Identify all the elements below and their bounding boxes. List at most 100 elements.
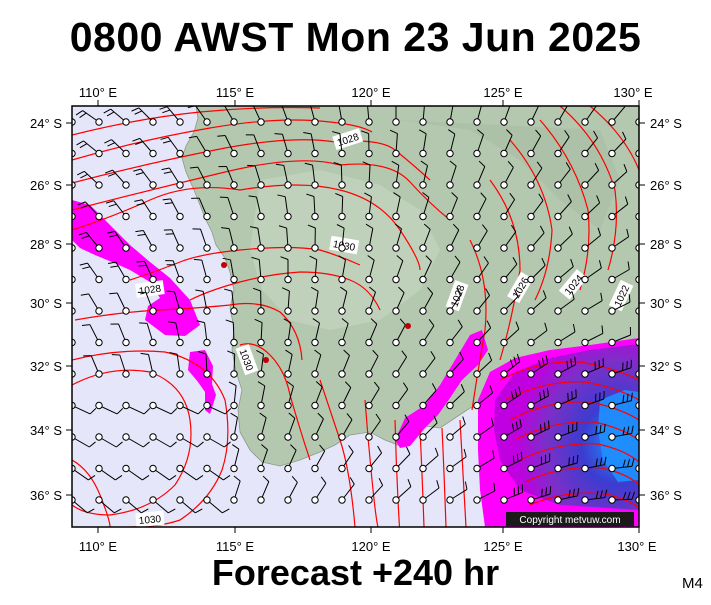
wind-station xyxy=(582,213,588,219)
wind-station xyxy=(339,339,345,345)
wind-barb-feather xyxy=(167,291,175,292)
wind-station xyxy=(258,434,264,440)
wind-station xyxy=(609,308,615,314)
wind-station xyxy=(339,402,345,408)
wind-station xyxy=(366,245,372,251)
wind-station xyxy=(258,308,264,314)
wind-barb-staff xyxy=(61,326,72,343)
wind-station xyxy=(366,339,372,345)
wind-station xyxy=(204,465,210,471)
wind-station xyxy=(96,402,102,408)
wind-station xyxy=(177,339,183,345)
wind-station xyxy=(555,150,561,156)
wind-station xyxy=(123,276,129,282)
wind-station xyxy=(258,245,264,251)
wind-station xyxy=(285,276,291,282)
wind-station xyxy=(177,371,183,377)
wind-station xyxy=(582,434,588,440)
wind-barb-feather xyxy=(657,263,658,271)
wind-station xyxy=(609,402,615,408)
wind-station xyxy=(123,402,129,408)
wind-barb-staff xyxy=(63,356,72,374)
wind-station xyxy=(528,276,534,282)
wind-barb-feather xyxy=(138,265,146,266)
wind-barb-feather xyxy=(592,99,597,106)
wind-station xyxy=(555,497,561,503)
wind-barb-feather xyxy=(55,356,63,357)
wind-station xyxy=(555,339,561,345)
wind-station xyxy=(177,402,183,408)
wind-barb-feather xyxy=(651,133,654,141)
wind-station xyxy=(339,245,345,251)
wind-station xyxy=(204,150,210,156)
wind-station xyxy=(609,497,615,503)
latitude-axis-left: 24° S 26° S 28° S 30° S 32° S 34° S 36° … xyxy=(30,116,62,503)
wind-station xyxy=(150,434,156,440)
wind-station xyxy=(582,245,588,251)
wind-station xyxy=(177,213,183,219)
wind-station xyxy=(528,434,534,440)
wind-station xyxy=(312,371,318,377)
wind-station xyxy=(231,465,237,471)
wind-station xyxy=(582,182,588,188)
wind-station xyxy=(123,245,129,251)
wind-station xyxy=(420,402,426,408)
wind-station xyxy=(393,497,399,503)
wind-station xyxy=(285,339,291,345)
wind-station xyxy=(555,276,561,282)
wind-station xyxy=(177,119,183,125)
wind-station xyxy=(447,497,453,503)
wind-station xyxy=(582,308,588,314)
wind-station xyxy=(339,182,345,188)
wind-station xyxy=(204,434,210,440)
city-marker xyxy=(221,262,227,268)
lat-label: 30° S xyxy=(30,296,62,311)
wind-barb-feather xyxy=(573,456,574,464)
wind-barb-feather xyxy=(658,329,659,337)
wind-station xyxy=(204,182,210,188)
wind-barb-feather xyxy=(49,142,56,147)
lat-label: 36° S xyxy=(650,488,682,503)
wind-station xyxy=(258,497,264,503)
wind-station xyxy=(447,434,453,440)
wind-station xyxy=(474,308,480,314)
wind-station xyxy=(231,245,237,251)
wind-station xyxy=(231,497,237,503)
lat-label: 26° S xyxy=(30,178,62,193)
wind-station xyxy=(150,339,156,345)
wind-station xyxy=(555,213,561,219)
wind-station xyxy=(420,497,426,503)
wind-station xyxy=(501,371,507,377)
wind-station xyxy=(393,371,399,377)
wind-station xyxy=(123,150,129,156)
wind-station xyxy=(420,213,426,219)
wind-station xyxy=(96,245,102,251)
wind-station xyxy=(123,465,129,471)
wind-station xyxy=(393,308,399,314)
wind-barb-feather xyxy=(447,98,454,102)
wind-station xyxy=(474,119,480,125)
wind-station xyxy=(312,465,318,471)
wind-station xyxy=(420,434,426,440)
wind-station xyxy=(96,434,102,440)
wind-station xyxy=(312,402,318,408)
wind-station xyxy=(123,497,129,503)
wind-station xyxy=(96,308,102,314)
wind-station xyxy=(447,465,453,471)
wind-station xyxy=(528,182,534,188)
wind-station xyxy=(609,150,615,156)
wind-barb-feather xyxy=(563,98,568,104)
wind-station xyxy=(312,276,318,282)
wind-station xyxy=(258,339,264,345)
wind-station xyxy=(420,150,426,156)
wind-station xyxy=(123,434,129,440)
wind-station xyxy=(231,213,237,219)
wind-station xyxy=(312,119,318,125)
wind-station xyxy=(123,308,129,314)
wind-station xyxy=(96,371,102,377)
wind-barb-feather xyxy=(569,457,570,465)
wind-station xyxy=(366,119,372,125)
wind-station xyxy=(150,402,156,408)
wind-station xyxy=(474,434,480,440)
wind-barb-feather xyxy=(53,206,60,210)
